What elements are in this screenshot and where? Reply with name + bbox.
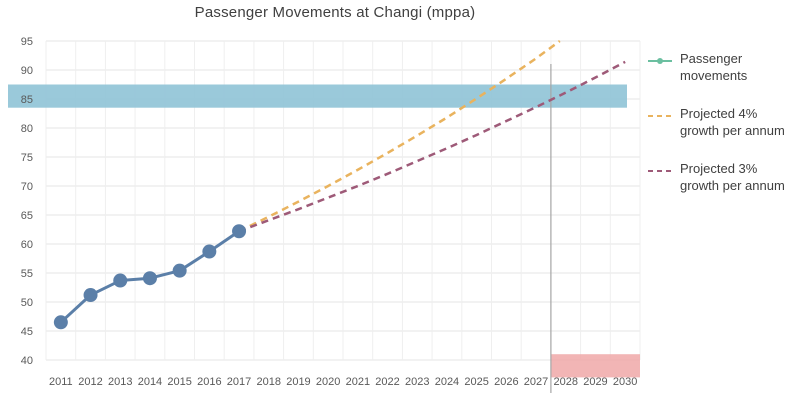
x-tick-label: 2012	[78, 376, 102, 388]
x-tick-label: 2026	[494, 376, 518, 388]
x-tick-label: 2015	[167, 376, 191, 388]
x-tick-label: 2027	[524, 376, 548, 388]
y-tick-label: 90	[21, 65, 33, 77]
y-tick-label: 40	[21, 355, 33, 367]
x-tick-label: 2018	[257, 376, 281, 388]
legend-swatch-proj3-icon	[648, 170, 672, 172]
x-tick-label: 2021	[346, 376, 370, 388]
y-tick-label: 80	[21, 123, 33, 135]
x-tick-label: 2017	[227, 376, 251, 388]
target-year-box	[550, 354, 640, 378]
x-tick-label: 2013	[108, 376, 132, 388]
x-tick-label: 2028	[554, 376, 578, 388]
x-tick-label: 2016	[197, 376, 221, 388]
y-axis: 40 45 50 55 60 65 70 75 80 85 90 95	[21, 36, 33, 367]
y-tick-label: 95	[21, 36, 33, 48]
legend-label-passenger-line-2: movements	[680, 68, 748, 83]
data-point	[113, 273, 128, 288]
x-tick-label: 2020	[316, 376, 340, 388]
x-tick-label: 2022	[375, 376, 399, 388]
data-point	[83, 288, 98, 303]
data-point	[232, 224, 247, 239]
series-line-2	[238, 60, 626, 233]
x-tick-label: 2029	[583, 376, 607, 388]
data-point	[172, 263, 187, 278]
y-tick-label: 75	[21, 152, 33, 164]
x-tick-label: 2014	[138, 376, 162, 388]
x-tick-label: 2030	[613, 376, 637, 388]
legend-label-passenger-line-1: Passenger	[680, 51, 743, 66]
legend: Passenger movements Projected 4% growth …	[648, 50, 798, 215]
legend-item-passenger-movements: Passenger movements	[648, 50, 798, 84]
capacity-band	[8, 84, 627, 108]
x-tick-label: 2024	[435, 376, 459, 388]
x-tick-label: 2023	[405, 376, 429, 388]
legend-label-proj3-line-2: growth per annum	[680, 178, 785, 193]
series-line-1	[238, 39, 561, 233]
legend-swatch-passenger-icon	[648, 58, 672, 64]
legend-swatch-proj4-icon	[648, 115, 672, 117]
y-tick-label: 45	[21, 326, 33, 338]
y-tick-label: 85	[21, 94, 33, 106]
data-point	[202, 244, 217, 259]
y-tick-label: 50	[21, 297, 33, 309]
x-tick-label: 2025	[464, 376, 488, 388]
y-tick-label: 55	[21, 268, 33, 280]
y-tick-label: 60	[21, 239, 33, 251]
x-tick-label: 2011	[49, 376, 73, 388]
y-tick-label: 65	[21, 210, 33, 222]
legend-label-proj4-line-1: Projected 4%	[680, 106, 758, 121]
legend-label-proj3-line-1: Projected 3%	[680, 161, 758, 176]
data-point	[142, 271, 157, 286]
x-axis: 2011 2012 2013 2014 2015 2016 2017 2018 2019 2020…	[49, 376, 637, 388]
chart-title: Passenger Movements at Changi (mppa)	[194, 4, 476, 21]
x-tick-label: 2019	[286, 376, 310, 388]
legend-item-projected-4: Projected 4% growth per annum	[648, 105, 798, 139]
y-tick-label: 70	[21, 181, 33, 193]
legend-label-proj4-line-2: growth per annum	[680, 123, 785, 138]
series-layer	[53, 39, 626, 330]
capacity-band-layer	[8, 64, 640, 393]
data-point	[53, 315, 68, 330]
legend-item-projected-3: Projected 3% growth per annum	[648, 160, 798, 194]
